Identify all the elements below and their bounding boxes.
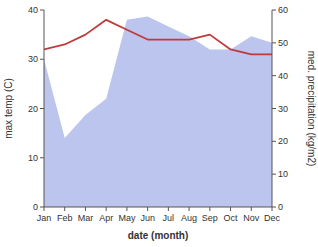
y2-tick bbox=[272, 108, 276, 109]
y2-tick-label: 10 bbox=[278, 169, 288, 179]
x-tick bbox=[251, 207, 252, 211]
x-tick-label: Jan bbox=[37, 213, 52, 223]
y2-tick-label: 20 bbox=[278, 136, 288, 146]
x-tick bbox=[168, 207, 169, 211]
axes: JanFebMarAprMayJunJulAugSepOctNovDec0102… bbox=[3, 5, 317, 241]
y2-tick bbox=[272, 174, 276, 175]
y2-axis-label: med. precipitation (kg/m2) bbox=[306, 51, 317, 167]
y-tick bbox=[40, 59, 44, 60]
x-tick bbox=[230, 207, 231, 211]
y-axis-label: max temp (C) bbox=[3, 78, 14, 139]
y2-tick bbox=[272, 207, 276, 208]
x-tick-label: Jun bbox=[140, 213, 155, 223]
x-tick-label: Sep bbox=[202, 213, 218, 223]
y-tick bbox=[40, 10, 44, 11]
precip-area bbox=[44, 17, 272, 207]
y-tick-label: 10 bbox=[28, 153, 38, 163]
x-tick-label: Aug bbox=[181, 213, 197, 223]
x-axis-label: date (month) bbox=[128, 230, 189, 241]
y-tick-label: 30 bbox=[28, 54, 38, 64]
y-tick bbox=[40, 108, 44, 109]
x-tick-label: Feb bbox=[57, 213, 73, 223]
y2-tick bbox=[272, 141, 276, 142]
x-tick-label: Jul bbox=[163, 213, 175, 223]
y2-tick bbox=[272, 10, 276, 11]
x-tick bbox=[85, 207, 86, 211]
y-tick bbox=[40, 157, 44, 158]
x-tick-label: Apr bbox=[99, 213, 113, 223]
y2-tick bbox=[272, 75, 276, 76]
y-tick bbox=[40, 207, 44, 208]
x-tick bbox=[209, 207, 210, 211]
plot-area bbox=[44, 17, 272, 207]
x-tick bbox=[44, 207, 45, 211]
y2-tick-label: 30 bbox=[278, 104, 288, 114]
x-tick-label: Nov bbox=[243, 213, 260, 223]
x-tick bbox=[189, 207, 190, 211]
x-tick-label: Dec bbox=[264, 213, 281, 223]
y2-tick-label: 60 bbox=[278, 5, 288, 15]
x-tick bbox=[64, 207, 65, 211]
y-tick-label: 20 bbox=[28, 104, 38, 114]
x-tick-label: Oct bbox=[224, 213, 239, 223]
y2-tick-label: 0 bbox=[278, 202, 283, 212]
x-tick-label: Mar bbox=[78, 213, 94, 223]
chart: JanFebMarAprMayJunJulAugSepOctNovDec0102… bbox=[0, 0, 318, 247]
y-tick-label: 40 bbox=[28, 5, 38, 15]
x-axis-line bbox=[44, 207, 272, 208]
x-tick bbox=[272, 207, 273, 211]
chart-container: JanFebMarAprMayJunJulAugSepOctNovDec0102… bbox=[0, 0, 318, 247]
x-tick bbox=[147, 207, 148, 211]
y2-tick-label: 40 bbox=[278, 71, 288, 81]
x-tick bbox=[106, 207, 107, 211]
temp-line bbox=[44, 20, 272, 54]
y-tick-label: 0 bbox=[33, 202, 38, 212]
x-tick bbox=[126, 207, 127, 211]
y2-tick-label: 50 bbox=[278, 38, 288, 48]
x-tick-label: May bbox=[118, 213, 136, 223]
y2-tick bbox=[272, 42, 276, 43]
